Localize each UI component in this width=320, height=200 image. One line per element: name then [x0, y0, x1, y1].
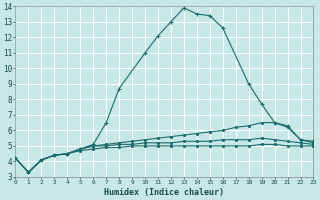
X-axis label: Humidex (Indice chaleur): Humidex (Indice chaleur) — [105, 188, 225, 197]
